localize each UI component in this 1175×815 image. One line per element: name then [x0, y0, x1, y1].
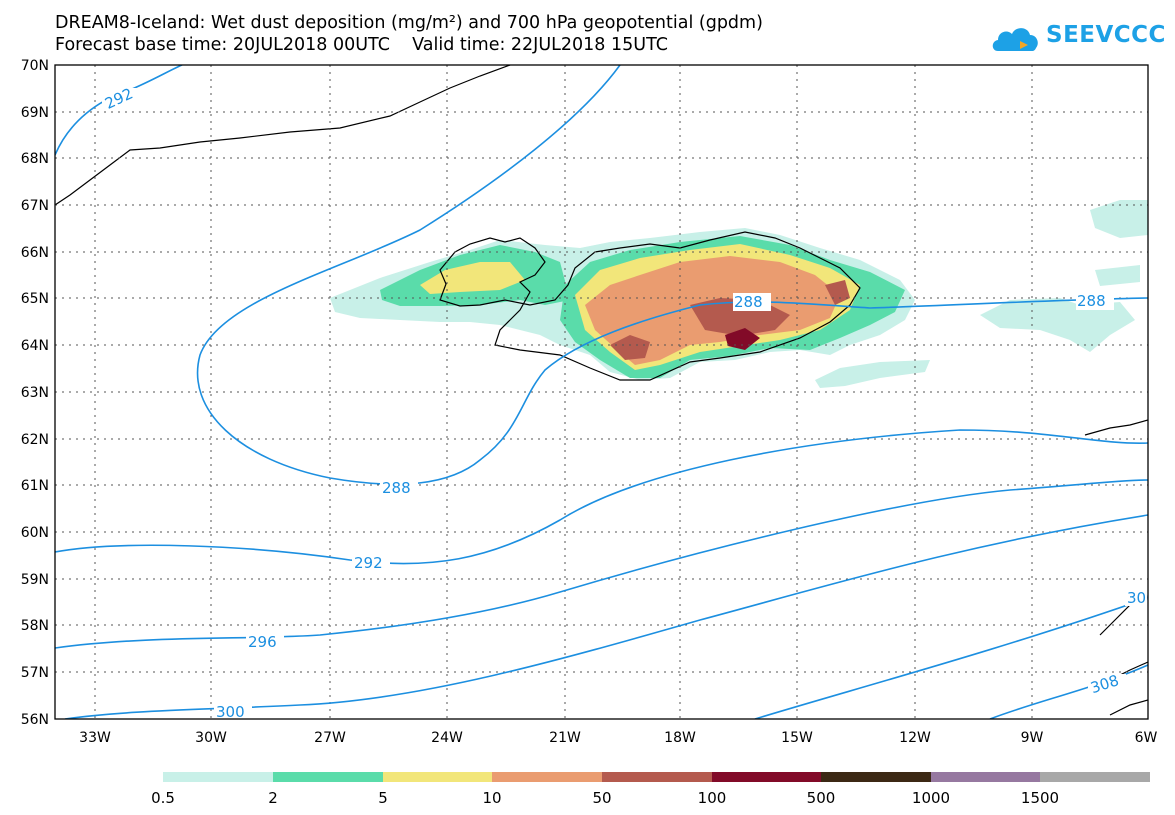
lat-label: 66N	[21, 245, 49, 261]
lat-label: 69N	[21, 105, 49, 121]
colorbar-swatch	[712, 772, 821, 782]
lat-label: 58N	[21, 618, 49, 634]
contour-288-loop	[196, 65, 1148, 485]
colorbar-label: 100	[698, 789, 727, 807]
contour-label: 288	[1077, 292, 1106, 310]
contour-304	[754, 597, 1148, 719]
lon-label: 15W	[781, 730, 813, 746]
colorbar-swatch	[931, 772, 1040, 782]
latitude-labels: 70N 69N 68N 67N 66N 65N 64N 63N 62N 61N …	[21, 58, 49, 728]
contour-label: 296	[248, 633, 277, 651]
colorbar-swatch	[273, 772, 383, 782]
dust-field-100	[725, 328, 760, 350]
colorbar-label: 1500	[1021, 789, 1059, 807]
lon-label: 18W	[664, 730, 696, 746]
lon-label: 33W	[79, 730, 111, 746]
lon-label: 21W	[549, 730, 581, 746]
lat-label: 62N	[21, 432, 49, 448]
colorbar-swatch	[492, 772, 602, 782]
norway-coastline	[1084, 419, 1148, 436]
colorbar-swatch	[602, 772, 712, 782]
contour-label: 292	[354, 554, 383, 572]
plot-frame	[54, 64, 1149, 720]
colorbar-label: 10	[482, 789, 501, 807]
dust-field-50	[610, 335, 650, 360]
map-title: DREAM8-Iceland: Wet dust deposition (mg/…	[55, 13, 763, 33]
dust-field-50	[825, 280, 850, 305]
colorbar-swatch	[821, 772, 931, 782]
lat-label: 60N	[21, 525, 49, 541]
lat-label: 67N	[21, 198, 49, 214]
lat-label: 70N	[21, 58, 49, 74]
dust-field-lowest	[1090, 200, 1148, 238]
cloud-icon	[992, 28, 1038, 51]
lon-label: 24W	[431, 730, 463, 746]
colorbar: 0.5 2 5 10 50 100 500 1000 1500	[151, 772, 1150, 807]
seevccc-logo	[992, 28, 1038, 51]
lat-label: 61N	[21, 478, 49, 494]
colorbar-label: 1000	[912, 789, 950, 807]
geopotential-contours	[55, 65, 1148, 719]
contour-292-north	[55, 65, 183, 156]
lon-label: 9W	[1021, 730, 1044, 746]
lat-label: 59N	[21, 572, 49, 588]
colorbar-label: 5	[378, 789, 388, 807]
colorbar-label: 2	[268, 789, 278, 807]
lon-label: 6W	[1135, 730, 1158, 746]
arrow-icon	[1020, 41, 1028, 49]
contour-label: 300	[216, 703, 245, 721]
contour-label: 300	[1127, 589, 1156, 607]
dust-field-lowest	[815, 360, 930, 388]
colorbar-swatch	[1040, 772, 1150, 782]
lat-label: 57N	[21, 665, 49, 681]
contour-labels: 292 288 288 288 292 296 300 300 308	[102, 84, 1156, 721]
lat-label: 56N	[21, 712, 49, 728]
colorbar-label: 500	[807, 789, 836, 807]
contour-label: 288	[734, 293, 763, 311]
colorbar-swatch	[163, 772, 273, 782]
map-field: 292 288 288 288 292 296 300 300 308	[55, 65, 1156, 721]
logo-text: SEEVCCC	[1046, 22, 1166, 48]
lon-label: 27W	[314, 730, 346, 746]
contour-308	[989, 664, 1148, 719]
dust-deposition-shading	[330, 200, 1148, 388]
coastlines	[55, 65, 1148, 716]
lat-label: 63N	[21, 385, 49, 401]
contour-296	[55, 479, 1148, 649]
greenland-coastline	[55, 65, 511, 206]
lat-label: 68N	[21, 151, 49, 167]
colorbar-label: 0.5	[151, 789, 175, 807]
dust-field-lowest	[980, 298, 1135, 352]
lon-label: 12W	[899, 730, 931, 746]
map-subtitle: Forecast base time: 20JUL2018 00UTC Vali…	[55, 35, 668, 55]
colorbar-swatch	[383, 772, 492, 782]
lat-label: 65N	[21, 291, 49, 307]
longitude-labels: 33W 30W 27W 24W 21W 18W 15W 12W 9W 6W	[79, 730, 1157, 746]
lon-label: 30W	[195, 730, 227, 746]
lat-label: 64N	[21, 338, 49, 354]
gridlines	[55, 65, 1148, 719]
contour-300	[64, 514, 1148, 719]
iceland-coastline	[439, 231, 861, 381]
dust-field-5	[420, 262, 525, 294]
contour-label: 288	[382, 479, 411, 497]
colorbar-label: 50	[592, 789, 611, 807]
dust-field-lowest	[1095, 265, 1140, 286]
contour-292-mid	[55, 429, 1148, 565]
